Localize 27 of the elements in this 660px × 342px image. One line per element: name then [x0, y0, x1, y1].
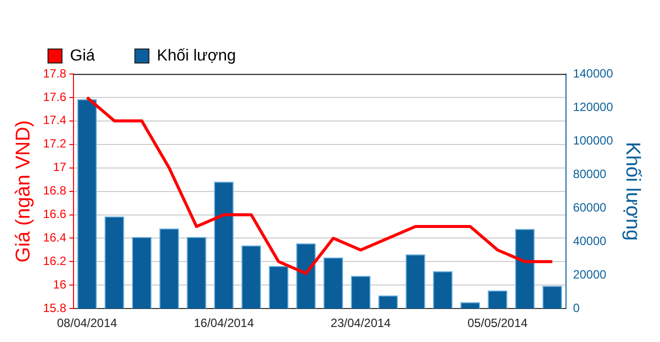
y-tick-label: 17.4: [42, 113, 67, 128]
y2-tick-label: 40000: [572, 234, 607, 248]
y-tick-label: 16.8: [42, 184, 67, 198]
y2-tick-label: 20000: [572, 267, 607, 282]
y-tick-label: 17.8: [42, 66, 67, 80]
y2-axis-title: Khối lượng: [621, 142, 644, 241]
y2-tick-label: 60000: [572, 200, 607, 214]
y-tick-label: 17.6: [42, 90, 67, 104]
y2-tick-label: 120000: [572, 100, 614, 114]
y2-tick-label: 0: [572, 300, 580, 315]
y-tick-label: 17.2: [42, 136, 67, 151]
x-tick-label: 08/04/2014: [57, 316, 118, 330]
y-axis-title: Giá (ngàn VND): [12, 120, 35, 262]
y2-tick-label: 100000: [572, 133, 614, 148]
x-tick-label: 23/04/2014: [330, 316, 392, 330]
y-tick-label: 16.4: [42, 230, 67, 245]
y-tick-label: 16: [52, 277, 67, 292]
y-tick-label: 16.6: [42, 207, 67, 222]
y2-tick-label: 140000: [572, 66, 614, 80]
y2-tick-label: 80000: [572, 166, 607, 181]
x-tick-label: 16/04/2014: [194, 316, 254, 330]
legend-label: Khối lượng: [156, 47, 236, 64]
y-tick-label: 15.8: [42, 300, 67, 315]
y-tick-label: 16.2: [42, 254, 67, 268]
y-tick-label: 17: [52, 160, 67, 174]
legend-label: Giá: [70, 47, 95, 64]
x-tick-label: 05/05/2014: [468, 316, 528, 330]
